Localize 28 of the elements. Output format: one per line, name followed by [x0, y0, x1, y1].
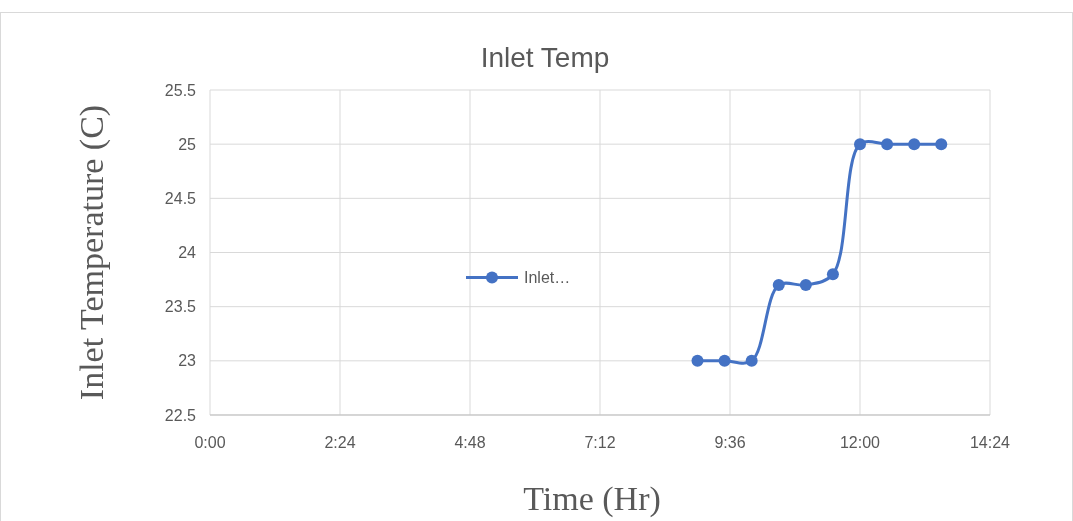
y-axis-title: Inlet Temperature (C): [73, 104, 111, 401]
point: [691, 354, 704, 367]
y-tick-label: 23.5: [164, 298, 197, 316]
point: [799, 279, 812, 291]
y-tick-label: 24: [178, 244, 197, 262]
x-tick-label: 9:36: [714, 434, 746, 451]
point: [935, 138, 948, 151]
point: [826, 268, 839, 281]
x-tick-label: 0:00: [194, 434, 226, 451]
y-tick-label: 23: [178, 352, 197, 370]
x-tick-label: 4:48: [454, 434, 486, 451]
point: [854, 138, 866, 151]
x-tick-label: 14:24: [969, 434, 1011, 451]
point: [908, 138, 921, 151]
point: [881, 138, 894, 151]
y-tick-label: 24.5: [164, 189, 197, 207]
point: [772, 279, 785, 291]
x-tick-label: 2:24: [324, 434, 356, 451]
y-tick-label: 22.5: [164, 406, 197, 424]
y-tick-label: 25: [178, 135, 197, 153]
x-tick-label: 7:12: [584, 434, 616, 451]
point: [718, 354, 731, 367]
legend-label: Inlet…: [524, 269, 571, 287]
chart-title: Inlet Temp: [480, 42, 610, 73]
point: [745, 354, 758, 367]
x-tick-label: 12:00: [839, 434, 881, 451]
y-tick-label: 25.5: [164, 81, 197, 99]
x-axis-title: Time (Hr): [523, 480, 661, 518]
